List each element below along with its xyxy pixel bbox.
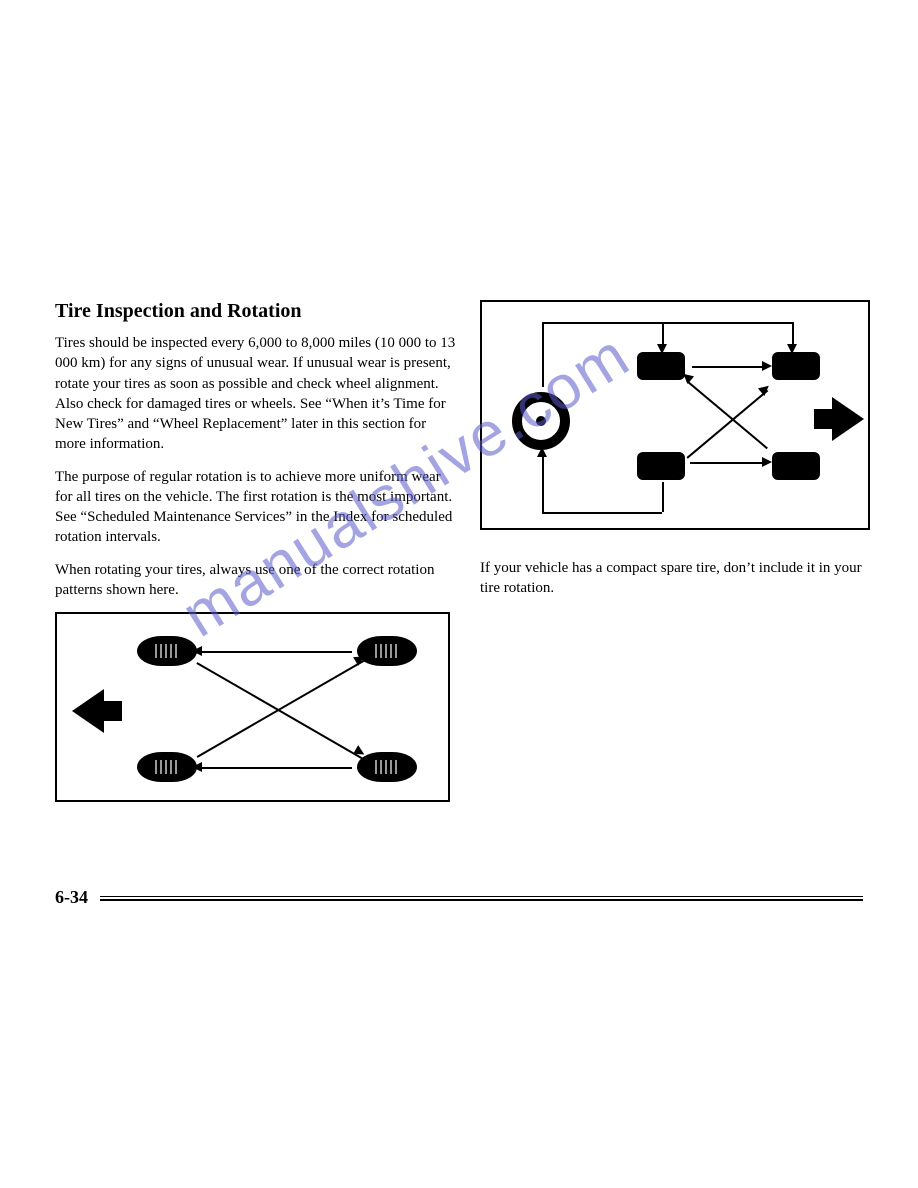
paragraph-3: When rotating your tires, always use one…	[55, 560, 460, 601]
page-footer: 6-34	[55, 887, 878, 908]
paragraph-1: Tires should be inspected every 6,000 to…	[55, 333, 460, 455]
path-line	[542, 322, 792, 324]
spare-tire-icon	[512, 392, 570, 450]
paragraph-2: The purpose of regular rotation is to ac…	[55, 467, 460, 548]
paragraph-4: If your vehicle has a compact spare tire…	[480, 558, 875, 599]
footer-rule	[100, 896, 863, 903]
arrow-line	[692, 366, 767, 368]
page-content: Tire Inspection and Rotation Tires shoul…	[55, 300, 878, 802]
path-line	[662, 482, 664, 512]
tire-front-left	[137, 636, 197, 666]
arrowhead-icon	[657, 344, 667, 354]
section-heading: Tire Inspection and Rotation	[55, 300, 460, 323]
arrow-line	[202, 651, 352, 653]
rotation-diagram-right	[480, 300, 870, 530]
direction-arrow-left-icon	[72, 689, 104, 733]
arrow-line	[197, 659, 367, 758]
arrow-line	[687, 390, 768, 459]
arrowhead-icon	[787, 344, 797, 354]
arrowhead-icon	[192, 646, 202, 656]
arrow-line	[690, 462, 768, 464]
path-line	[542, 322, 544, 387]
path-line	[542, 512, 662, 514]
arrowhead-icon	[192, 762, 202, 772]
tire-fr	[772, 352, 820, 380]
tire-rear-right	[357, 752, 417, 782]
arrow-line	[197, 662, 367, 761]
direction-arrow-right-icon	[832, 397, 864, 441]
path-line	[542, 452, 544, 512]
tire-rear-left	[137, 752, 197, 782]
arrow-line	[202, 767, 352, 769]
arrowhead-icon	[762, 361, 772, 371]
arrowhead-icon	[537, 447, 547, 457]
arrowhead-icon	[762, 457, 772, 467]
page-number: 6-34	[55, 887, 88, 908]
tire-rl	[637, 452, 685, 480]
rotation-diagram-left	[55, 612, 450, 802]
tire-fl	[637, 352, 685, 380]
tire-rr	[772, 452, 820, 480]
tire-front-right	[357, 636, 417, 666]
left-column: Tire Inspection and Rotation Tires shoul…	[55, 300, 460, 802]
right-column: If your vehicle has a compact spare tire…	[480, 300, 875, 802]
arrow-line	[687, 380, 768, 449]
